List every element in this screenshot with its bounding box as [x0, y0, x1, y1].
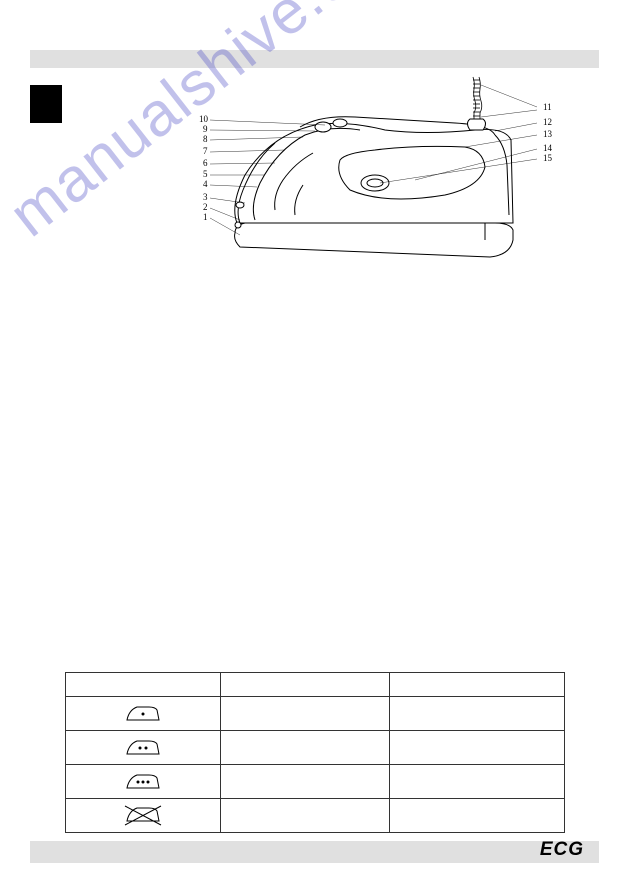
- table-row: [66, 673, 565, 697]
- diagram-label-7: 7: [203, 146, 208, 156]
- brand-logo: ECG: [540, 839, 584, 861]
- iron-1-dot-icon: [119, 702, 167, 726]
- top-gray-bar: [30, 50, 599, 68]
- diagram-label-10: 10: [199, 114, 209, 124]
- diagram-label-6: 6: [203, 158, 208, 168]
- table-row: [66, 731, 565, 765]
- diagram-label-13: 13: [543, 129, 553, 139]
- table-row: [66, 765, 565, 799]
- iron-diagram: 10 9 8 7 6 5 4 3 2 1 11 12 13 14 15: [185, 75, 565, 305]
- ironing-settings-table: [65, 672, 565, 833]
- diagram-label-1: 1: [203, 212, 208, 222]
- iron-crossed-icon: [119, 803, 167, 829]
- diagram-label-11: 11: [543, 102, 552, 112]
- diagram-label-5: 5: [203, 169, 208, 179]
- table-row: [66, 697, 565, 731]
- diagram-label-15: 15: [543, 153, 553, 163]
- diagram-label-9: 9: [203, 124, 208, 134]
- iron-3-dot-icon: [119, 770, 167, 794]
- diagram-label-8: 8: [203, 134, 208, 144]
- diagram-label-2: 2: [203, 202, 208, 212]
- page-edge-marker: [30, 85, 62, 123]
- iron-2-dot-icon: [119, 736, 167, 760]
- iron-line-drawing: 10 9 8 7 6 5 4 3 2 1 11 12 13 14 15: [185, 75, 565, 305]
- diagram-label-4: 4: [203, 179, 208, 189]
- diagram-label-14: 14: [543, 143, 553, 153]
- table-row: [66, 799, 565, 833]
- bottom-gray-bar: [30, 841, 599, 863]
- diagram-label-12: 12: [543, 117, 552, 127]
- diagram-label-3: 3: [203, 192, 208, 202]
